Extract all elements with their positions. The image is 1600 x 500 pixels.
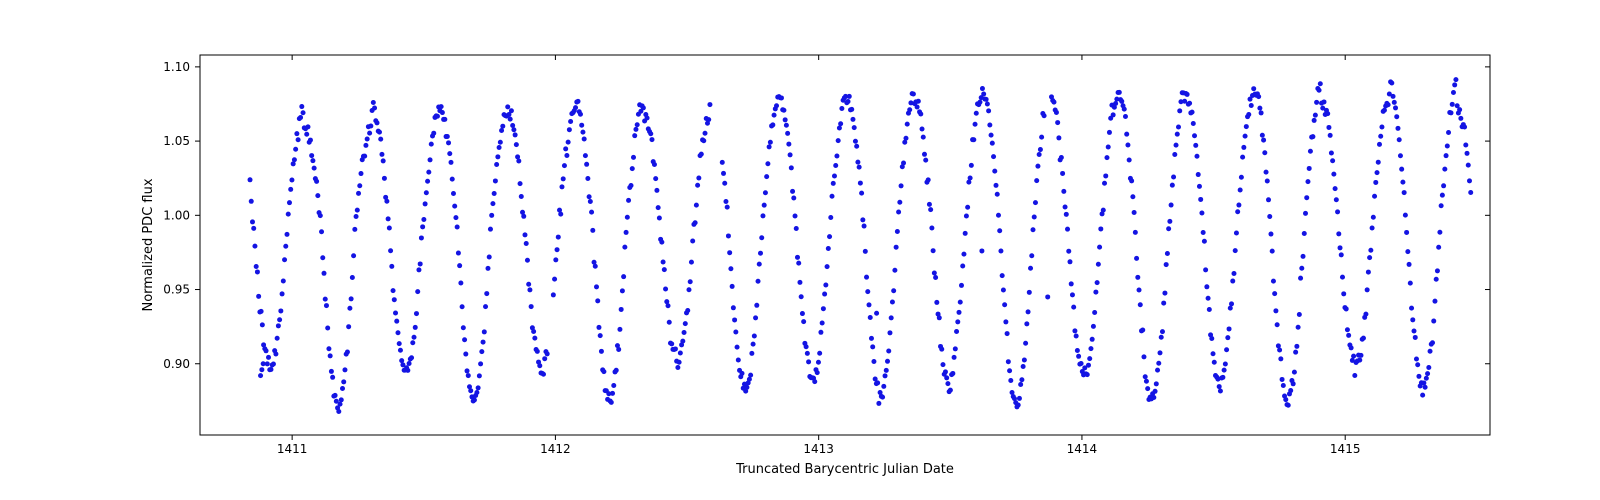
x-tick-label: 1413 [803, 442, 834, 456]
y-tick-label: 1.10 [163, 60, 190, 74]
y-axis-label: Normalized PDC flux [141, 178, 156, 311]
y-tick-label: 1.05 [163, 134, 190, 148]
x-tick-label: 1414 [1067, 442, 1098, 456]
lightcurve-chart: 1411 1412 1413 1414 1415 0.90 0.95 1.00 1.05 1.10… [0, 0, 1600, 500]
y-tick-label: 0.95 [163, 283, 190, 297]
x-tick-label: 1415 [1330, 442, 1361, 456]
x-axis-label: Truncated Barycentric Julian Date [735, 462, 954, 477]
y-tick-label: 1.00 [163, 208, 190, 222]
y-tick-label: 0.90 [163, 357, 190, 371]
x-tick-label: 1412 [540, 442, 571, 456]
x-tick-label: 1411 [277, 442, 308, 456]
